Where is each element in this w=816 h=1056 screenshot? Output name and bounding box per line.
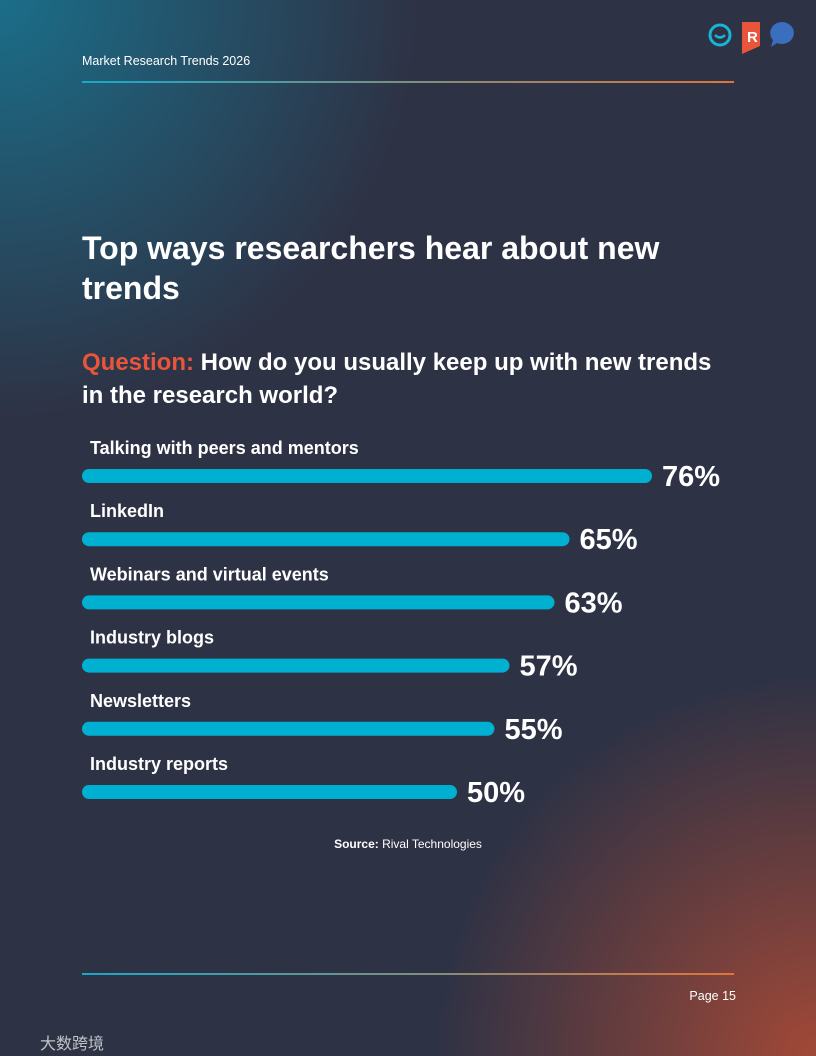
- question-label: Question:: [82, 349, 194, 376]
- value-label: 55%: [505, 714, 563, 746]
- page-number: Page 15: [689, 989, 736, 1003]
- category-label: Webinars and virtual events: [90, 564, 329, 584]
- value-label: 63%: [565, 587, 623, 619]
- source-label: Source:: [334, 837, 379, 851]
- category-label: Industry reports: [90, 754, 228, 774]
- value-label: 76%: [662, 461, 720, 493]
- value-label: 50%: [467, 777, 525, 809]
- footer-rule: [82, 973, 734, 975]
- header-title: Market Research Trends 2026: [82, 54, 251, 68]
- category-label: Newsletters: [90, 691, 191, 711]
- svg-text:R: R: [747, 29, 758, 46]
- source-text: Rival Technologies: [382, 837, 482, 851]
- watermark: 大数跨境: [40, 1036, 105, 1053]
- category-label: LinkedIn: [90, 501, 164, 521]
- bar: [82, 658, 510, 673]
- source: Source: Rival Technologies: [0, 837, 816, 851]
- page-title: Top ways researchers hear about new tren…: [82, 230, 660, 306]
- question: Question: How do you usually keep up wit…: [82, 346, 722, 412]
- bar: [82, 785, 457, 799]
- value-label: 57%: [520, 651, 578, 683]
- header-rule: [82, 81, 734, 83]
- bar: [82, 469, 652, 483]
- bar: [82, 595, 555, 610]
- bar: [82, 721, 495, 736]
- logos: R: [708, 21, 794, 54]
- question-text: How do you usually keep up with new tren…: [82, 349, 712, 409]
- value-label: 65%: [580, 524, 638, 556]
- chart: Talking with peers and mentors 76% LinkedI…: [82, 438, 720, 809]
- category-label: Industry blogs: [90, 628, 214, 648]
- category-label: Talking with peers and mentors: [90, 438, 359, 458]
- bar: [82, 532, 570, 547]
